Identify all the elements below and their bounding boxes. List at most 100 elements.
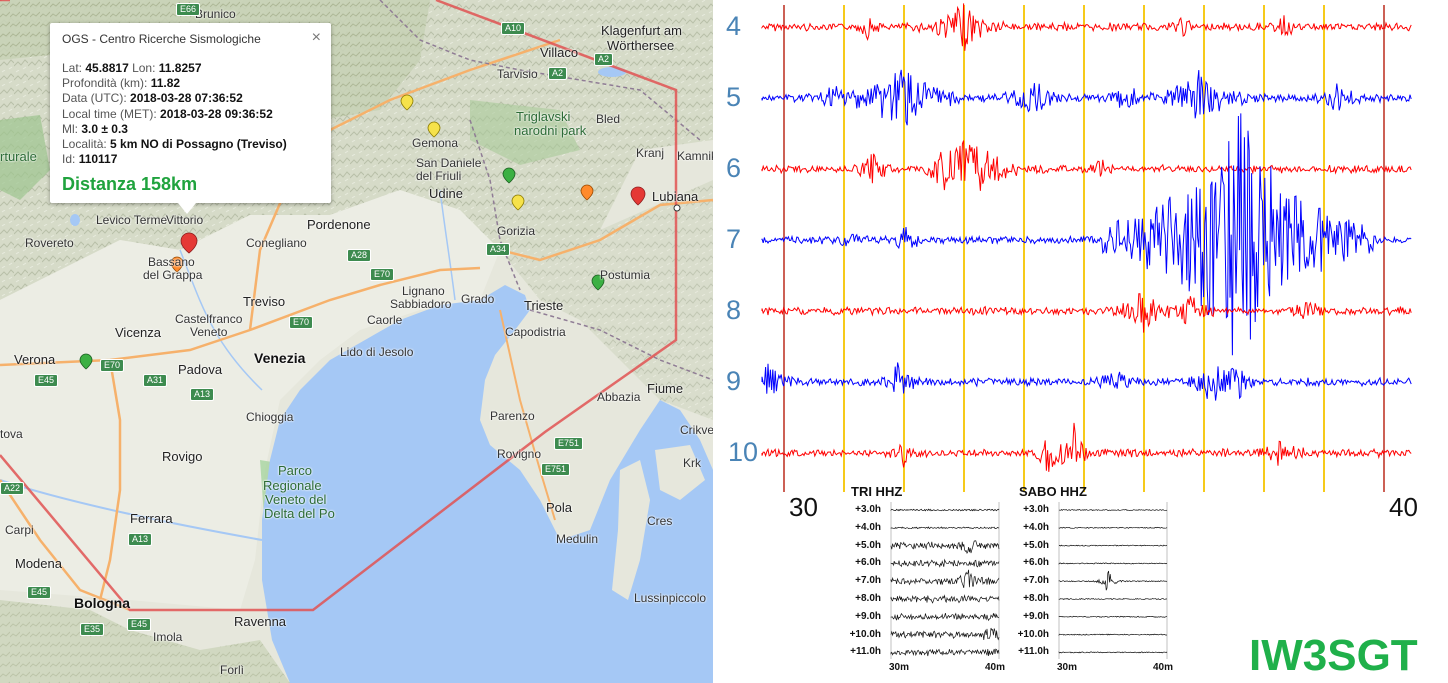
road-shield: E751 <box>541 463 571 476</box>
place-label: Capodistria <box>505 325 566 339</box>
place-label: Bologna <box>74 595 130 611</box>
hour-label: 5 <box>726 82 742 112</box>
place-label: Carpi <box>5 523 34 537</box>
place-label: Treviso <box>243 294 286 309</box>
trace-hour-5 <box>761 69 1412 126</box>
place-label: Ferrara <box>130 511 173 526</box>
inset-hour-label: +7.0h <box>1023 575 1049 587</box>
place-label: rturale <box>0 149 37 164</box>
place-label: Brunico <box>195 7 236 21</box>
road-shield: E70 <box>289 316 314 329</box>
seismic-traces <box>761 3 1412 472</box>
inset-hour-label: +10.0h <box>849 628 881 640</box>
road-shield: E35 <box>80 623 105 636</box>
road-shield: A13 <box>128 533 153 546</box>
place-label: Vicenza <box>115 325 162 340</box>
road-shield: E70 <box>100 359 125 372</box>
popup-row-id: Id: 110117 <box>62 152 118 167</box>
place-label: Imola <box>153 630 183 644</box>
place-label: San Daniele <box>416 156 482 170</box>
place-label: Verona <box>14 352 56 367</box>
popup-title: OGS - Centro Ricerche Sismologiche <box>62 32 261 46</box>
trace-hour-10 <box>761 422 1412 472</box>
place-label: Udine <box>429 186 463 201</box>
place-label: Trieste <box>524 298 564 313</box>
inset-hour-label: +4.0h <box>1023 521 1049 533</box>
place-label: Parco <box>278 463 312 478</box>
inset-hour-label: +11.0h <box>850 646 881 658</box>
place-label: Lubiana <box>652 189 699 204</box>
place-label: Medulin <box>556 532 599 546</box>
inset-hour-label: +8.0h <box>1023 593 1049 604</box>
place-label: Bassano <box>148 255 195 269</box>
map-panel[interactable]: Brunico Villaco Klagenfurt am Wörthersee Tar… <box>0 0 713 683</box>
inset-sabo-hhz: SABO HHZ +3.0h +4.0h +5.0h +6.0h +7.0h +8.0h +9… <box>1018 484 1179 679</box>
road-shield: E70 <box>370 268 395 281</box>
place-label: Postumia <box>600 268 651 282</box>
inset-x-min: 30m <box>889 662 910 673</box>
place-label: Ravenna <box>234 614 287 629</box>
inset-plot <box>1058 502 1168 659</box>
place-label: Fiume <box>647 381 684 396</box>
place-label: Caorle <box>367 313 403 327</box>
station-signature: IW3SGT <box>1249 631 1418 680</box>
trace-hour-6 <box>761 140 1412 191</box>
place-label: Castelfranco <box>175 312 243 326</box>
hour-label: 8 <box>726 295 742 325</box>
place-label: Modena <box>15 556 62 571</box>
place-label: tova <box>0 427 23 441</box>
place-label: Venezia <box>254 350 306 366</box>
close-icon[interactable]: × <box>311 29 321 46</box>
popup-row-magnitude: Ml: 3.0 ± 0.3 <box>62 121 128 136</box>
inset-hour-label: +11.0h <box>1018 646 1049 658</box>
info-popup: OGS - Centro Ricerche Sismologiche × Lat… <box>50 23 331 214</box>
inset-hour-label: +7.0h <box>855 575 881 587</box>
place-label: Regionale <box>263 478 322 493</box>
place-label: Pola <box>546 500 573 515</box>
place-label: Rovigo <box>162 449 203 464</box>
inset-hour-label: +8.0h <box>855 593 881 604</box>
place-label: Lido di Jesolo <box>340 345 414 359</box>
place-label: Klagenfurt am <box>601 23 682 38</box>
popup-row-location: Località: 5 km NO di Possagno (Treviso) <box>62 137 287 152</box>
helicorder-plot <box>761 3 1412 492</box>
inset-title: TRI HHZ <box>851 484 903 499</box>
place-label: Chioggia <box>246 410 294 424</box>
road-shield: A2 <box>594 53 614 66</box>
place-label: Abbazia <box>597 390 641 404</box>
place-label: Kamnik <box>677 149 713 163</box>
road-shield: A2 <box>548 67 568 80</box>
road-shield: E66 <box>176 3 201 16</box>
inset-hour-label: +3.0h <box>855 504 881 515</box>
hour-label: 7 <box>726 224 742 254</box>
place-label: Conegliano <box>246 236 307 250</box>
inset-hour-label: +5.0h <box>855 539 881 551</box>
popup-details: Lat: 45.8817 Lon: 11.8257 Profondità (km… <box>62 61 287 167</box>
place-label: Wörthersee <box>607 38 675 53</box>
popup-pointer <box>178 203 196 214</box>
place-label: Delta del Po <box>264 506 335 521</box>
inset-x-max: 40m <box>985 662 1006 673</box>
x-axis-end-label: 40 <box>1389 492 1418 522</box>
hour-label: 10 <box>728 437 759 467</box>
place-label: Veneto del <box>265 492 327 507</box>
popup-row-utc: Data (UTC): 2018-03-28 07:36:52 <box>62 91 243 106</box>
road-shield: A10 <box>501 22 526 35</box>
inset-hour-label: +4.0h <box>855 521 881 533</box>
inset-hour-label: +5.0h <box>1023 539 1049 551</box>
place-label: Lignano <box>402 284 445 298</box>
popup-row-localtime: Local time (MET): 2018-03-28 09:36:52 <box>62 106 273 121</box>
inset-hour-label: +6.0h <box>855 557 881 569</box>
place-label: Levico Terme <box>96 213 168 227</box>
road-shield: E45 <box>127 618 152 631</box>
place-label: Kranj <box>636 146 665 160</box>
place-label: Villaco <box>540 45 579 60</box>
road-shield: A13 <box>190 388 215 401</box>
place-label: del Grappa <box>143 268 203 282</box>
place-label: del Friuli <box>416 169 462 183</box>
place-label: narodni park <box>514 123 587 138</box>
inset-plot <box>890 502 1000 659</box>
inset-hour-label: +3.0h <box>1023 504 1049 515</box>
place-label: Gorizia <box>497 224 536 238</box>
road-shield: A34 <box>486 243 511 256</box>
